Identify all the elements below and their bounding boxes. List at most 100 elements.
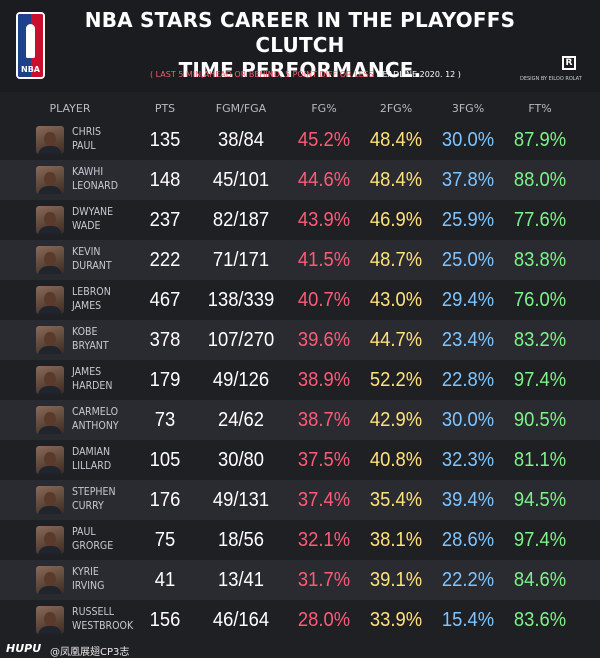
cell-ft: 90.5% — [513, 409, 567, 431]
table-row: PAUL GRORGE 75 18/56 32.1% 38.1% 28.6% 97.4% — [0, 520, 600, 560]
cell-fg: 37.4% — [297, 489, 351, 511]
table-row: LEBRON JAMES 467 138/339 40.7% 43.0% 29.4% 76.0… — [0, 280, 600, 320]
table-row: KOBE BRYANT 378 107/270 39.6% 44.7% 23.4% 83.2% — [0, 320, 600, 360]
cell-ft: 83.6% — [513, 609, 567, 631]
nba-logo-icon: NBA — [16, 12, 45, 79]
player-last-name: IRVING — [72, 580, 105, 592]
table-row: CHRIS PAUL 135 38/84 45.2% 48.4% 30.0% 87.9% — [0, 120, 600, 160]
cell-pts: 378 — [149, 329, 181, 351]
cell-pts: 135 — [149, 129, 181, 151]
cell-fgm-fga: 82/187 — [212, 209, 270, 231]
cell-fgm-fga: 45/101 — [212, 169, 270, 191]
table-row: KEVIN DURANT 222 71/171 41.5% 48.7% 25.0% 83.8% — [0, 240, 600, 280]
cell-ft: 84.6% — [513, 569, 567, 591]
cell-fg: 44.6% — [297, 169, 351, 191]
cell-fg3: 22.8% — [441, 369, 495, 391]
cell-fgm-fga: 49/126 — [212, 369, 270, 391]
subtitle-deadline: DEADLINE 2020. 12 ) — [376, 70, 461, 79]
footer: HUPU @凤凰展翅CP3志 — [0, 638, 600, 658]
cell-fg3: 23.4% — [441, 329, 495, 351]
player-name: DAMIAN LILLARD — [72, 445, 111, 473]
cell-fg3: 25.9% — [441, 209, 495, 231]
cell-fg2: 35.4% — [369, 489, 423, 511]
player-last-name: CURRY — [72, 500, 104, 512]
header-fg: FG% — [311, 102, 337, 115]
cell-pts: 156 — [149, 609, 181, 631]
cell-fg: 43.9% — [297, 209, 351, 231]
cell-pts: 105 — [149, 449, 181, 471]
cell-pts: 179 — [149, 369, 181, 391]
player-name: KEVIN DURANT — [72, 245, 112, 273]
cell-fg3: 30.0% — [441, 409, 495, 431]
header-3fg: 3FG% — [451, 102, 485, 115]
table-row: DWYANE WADE 237 82/187 43.9% 46.9% 25.9% 77.6% — [0, 200, 600, 240]
cell-pts: 41 — [154, 569, 176, 591]
cell-fg2: 42.9% — [369, 409, 423, 431]
cell-pts: 176 — [149, 489, 181, 511]
cell-fg2: 48.4% — [369, 169, 423, 191]
player-first-name: RUSSELL — [72, 606, 114, 618]
cell-ft: 83.8% — [513, 249, 567, 271]
cell-fg3: 22.2% — [441, 569, 495, 591]
cell-pts: 75 — [154, 529, 176, 551]
player-last-name: BRYANT — [72, 340, 109, 352]
player-avatar-icon — [36, 606, 64, 634]
player-first-name: STEPHEN — [72, 486, 116, 498]
cell-fg2: 39.1% — [369, 569, 423, 591]
cell-fgm-fga: 107/270 — [207, 329, 275, 351]
player-name: DWYANE WADE — [72, 205, 113, 233]
cell-ft: 97.4% — [513, 529, 567, 551]
cell-fgm-fga: 46/164 — [212, 609, 270, 631]
cell-fgm-fga: 13/41 — [217, 569, 265, 591]
cell-ft: 94.5% — [513, 489, 567, 511]
player-name: KAWHI LEONARD — [72, 165, 118, 193]
cell-pts: 467 — [149, 289, 181, 311]
player-avatar-icon — [36, 206, 64, 234]
player-name: CHRIS PAUL — [72, 125, 101, 153]
player-first-name: PAUL — [72, 526, 96, 538]
player-name: STEPHEN CURRY — [72, 485, 116, 513]
player-name: LEBRON JAMES — [72, 285, 111, 313]
header-2fg: 2FG% — [379, 102, 413, 115]
player-avatar-icon — [36, 166, 64, 194]
table-row: JAMES HARDEN 179 49/126 38.9% 52.2% 22.8% 97.4% — [0, 360, 600, 400]
cell-fg: 39.6% — [297, 329, 351, 351]
player-first-name: DAMIAN — [72, 446, 111, 458]
cell-ft: 97.4% — [513, 369, 567, 391]
subtitle: ( LAST 5 MIN,AHEAD OR BEHIND, 5 POINT DI… — [150, 70, 461, 79]
player-first-name: KEVIN — [72, 246, 101, 258]
header-fgm-fga: FGM/FGA — [215, 102, 267, 115]
cell-fgm-fga: 24/62 — [217, 409, 265, 431]
cell-fg3: 39.4% — [441, 489, 495, 511]
cell-fg2: 52.2% — [369, 369, 423, 391]
player-avatar-icon — [36, 246, 64, 274]
title-line-2: TIME PERFORMANCE. — [178, 58, 422, 82]
title-line-1: NBA STARS CAREER IN THE PLAYOFFS CLUTCH — [84, 8, 516, 57]
cell-fg2: 40.8% — [369, 449, 423, 471]
subtitle-criteria: ( LAST 5 MIN,AHEAD OR BEHIND, 5 POINT DI… — [150, 70, 377, 79]
player-first-name: JAMES — [72, 366, 102, 378]
cell-ft: 87.9% — [513, 129, 567, 151]
player-last-name: GRORGE — [72, 540, 114, 552]
cell-fgm-fga: 18/56 — [217, 529, 265, 551]
cell-fgm-fga: 38/84 — [217, 129, 265, 151]
design-credit: DESIGN BY EILOO ROLAT — [520, 76, 582, 82]
player-last-name: JAMES — [72, 300, 102, 312]
header-pts: PTS — [154, 102, 176, 115]
header-player: PLAYER — [49, 102, 91, 115]
cell-fg: 41.5% — [297, 249, 351, 271]
cell-fg: 45.2% — [297, 129, 351, 151]
cell-fg3: 29.4% — [441, 289, 495, 311]
cell-ft: 88.0% — [513, 169, 567, 191]
player-avatar-icon — [36, 286, 64, 314]
player-first-name: KAWHI — [72, 166, 104, 178]
player-last-name: LILLARD — [72, 460, 112, 472]
table-row: KYRIE IRVING 41 13/41 31.7% 39.1% 22.2% 84.6% — [0, 560, 600, 600]
player-first-name: DWYANE — [72, 206, 114, 218]
player-name: CARMELO ANTHONY — [72, 405, 119, 433]
cell-pts: 73 — [154, 409, 176, 431]
player-avatar-icon — [36, 486, 64, 514]
cell-fg: 31.7% — [297, 569, 351, 591]
cell-fg: 37.5% — [297, 449, 351, 471]
cell-fg2: 38.1% — [369, 529, 423, 551]
